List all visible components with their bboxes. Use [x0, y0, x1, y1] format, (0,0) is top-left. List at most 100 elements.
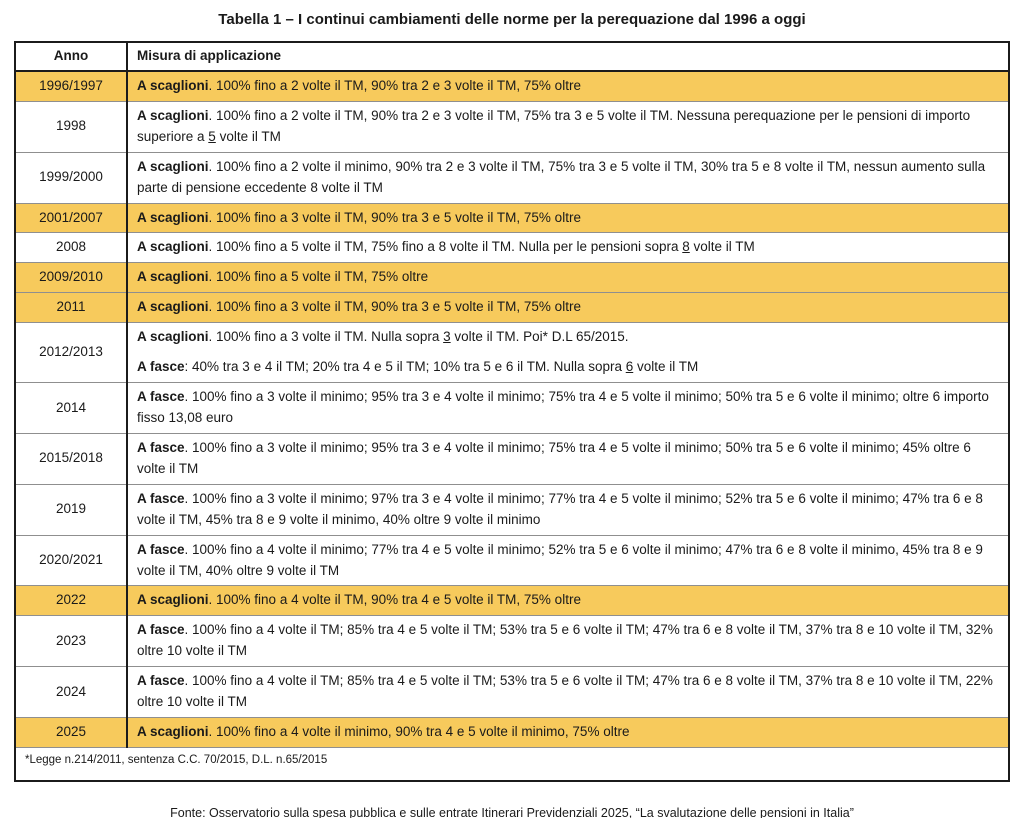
underlined-value: 5	[208, 128, 216, 144]
measure-type-label: A fasce	[137, 439, 185, 455]
measure-text: . 100% fino a 3 volte il TM, 90% tra 3 e…	[208, 299, 581, 315]
measure-type-label: A fasce	[137, 490, 185, 506]
underlined-value: 8	[682, 239, 690, 255]
measure-cell: A scaglioni. 100% fino a 3 volte il TM, …	[127, 202, 1009, 234]
measure-cell: A fasce. 100% fino a 4 volte il TM; 85% …	[127, 615, 1009, 668]
underlined-value: 3	[443, 329, 451, 345]
measure-text: . 100% fino a 3 volte il minimo; 95% tra…	[137, 439, 971, 476]
measure-paragraph: A fasce. 100% fino a 3 volte il minimo; …	[137, 489, 999, 531]
year-cell: 2014	[15, 382, 128, 434]
measure-type-label: A scaglioni	[137, 77, 209, 93]
measure-type-label: A scaglioni	[137, 107, 209, 123]
measure-paragraph: A scaglioni. 100% fino a 4 volte il mini…	[137, 722, 999, 743]
measure-type-label: A fasce	[137, 673, 185, 689]
table-row: 2023 A fasce. 100% fino a 4 volte il TM; …	[15, 615, 1009, 668]
measure-type-label: A scaglioni	[137, 724, 209, 740]
year-cell: 2020/2021	[15, 534, 128, 587]
footnote-row: *Legge n.214/2011, sentenza C.C. 70/2015…	[15, 746, 1009, 782]
measure-type-label: A scaglioni	[137, 209, 209, 225]
year-cell: 2009/2010	[15, 262, 128, 294]
measure-text: . 100% fino a 3 volte il minimo; 97% tra…	[137, 490, 983, 527]
measure-type-label: A scaglioni	[137, 239, 209, 255]
measure-cell: A fasce. 100% fino a 3 volte il minimo; …	[127, 382, 1009, 434]
measure-type-label: A fasce	[137, 541, 185, 557]
year-cell: 2001/2007	[15, 202, 128, 234]
measure-paragraph: A fasce. 100% fino a 3 volte il minimo; …	[137, 438, 999, 480]
measure-cell: A fasce. 100% fino a 4 volte il TM; 85% …	[127, 666, 1009, 719]
measure-cell: A scaglioni. 100% fino a 5 volte il TM, …	[127, 232, 1009, 264]
year-cell: 2011	[15, 292, 128, 324]
measure-type-label: A fasce	[137, 359, 185, 375]
year-cell: 2023	[15, 615, 128, 668]
measure-type-label: A scaglioni	[137, 592, 209, 608]
table-row: 2019 A fasce. 100% fino a 3 volte il mini…	[15, 483, 1009, 536]
table-row: 2024 A fasce. 100% fino a 4 volte il TM; …	[15, 666, 1009, 719]
measure-paragraph: A scaglioni. 100% fino a 2 volte il mini…	[137, 157, 999, 199]
table-row: 2022 A scaglioni. 100% fino a 4 volte il …	[15, 585, 1009, 617]
measure-text: . 100% fino a 2 volte il TM, 90% tra 2 e…	[137, 107, 971, 144]
table-row: 2020/2021 A fasce. 100% fino a 4 volte il…	[15, 534, 1009, 587]
table-row: 2015/2018 A fasce. 100% fino a 3 volte il…	[15, 432, 1009, 485]
year-cell: 2024	[15, 666, 128, 719]
measure-type-label: A fasce	[137, 622, 185, 638]
perequazione-table: Anno Misura di applicazione 1996/1997 A s…	[14, 41, 1010, 783]
year-cell: 2025	[15, 717, 128, 748]
footnote-text: *Legge n.214/2011, sentenza C.C. 70/2015…	[15, 746, 1009, 782]
measure-text: . 100% fino a 4 volte il TM; 85% tra 4 e…	[137, 622, 993, 659]
year-cell: 2022	[15, 585, 128, 617]
measure-paragraph: A scaglioni. 100% fino a 5 volte il TM, …	[137, 237, 999, 258]
measure-paragraph: A scaglioni. 100% fino a 2 volte il TM, …	[137, 106, 999, 148]
measure-cell: A fasce. 100% fino a 3 volte il minimo; …	[127, 432, 1009, 485]
measure-paragraph: A scaglioni. 100% fino a 5 volte il TM, …	[137, 267, 999, 288]
measure-text: . 100% fino a 4 volte il TM; 85% tra 4 e…	[137, 673, 993, 710]
measure-cell: A scaglioni. 100% fino a 4 volte il mini…	[127, 717, 1009, 748]
year-cell: 2019	[15, 483, 128, 536]
table-row: 1998 A scaglioni. 100% fino a 2 volte il …	[15, 100, 1009, 153]
measure-paragraph: A scaglioni. 100% fino a 3 volte il TM, …	[137, 208, 999, 229]
measure-paragraph: A fasce. 100% fino a 4 volte il TM; 85% …	[137, 671, 999, 713]
measure-text: volte il TM	[215, 128, 281, 144]
table-row: 2008 A scaglioni. 100% fino a 5 volte il …	[15, 232, 1009, 264]
table-row: 2009/2010 A scaglioni. 100% fino a 5 volt…	[15, 262, 1009, 294]
source-caption: Fonte: Osservatorio sulla spesa pubblica…	[170, 806, 854, 818]
measure-text: . 100% fino a 5 volte il TM, 75% oltre	[208, 269, 429, 285]
underlined-value: 6	[625, 359, 634, 375]
measure-cell: A scaglioni. 100% fino a 4 volte il TM, …	[127, 585, 1009, 617]
measure-cell: A fasce. 100% fino a 3 volte il minimo; …	[127, 483, 1009, 536]
table-row: 1999/2000 A scaglioni. 100% fino a 2 volt…	[15, 151, 1009, 204]
year-cell: 1999/2000	[15, 151, 128, 204]
measure-paragraph: A scaglioni. 100% fino a 3 volte il TM, …	[137, 297, 999, 318]
year-cell: 1998	[15, 100, 128, 153]
table-row: 2025 A scaglioni. 100% fino a 4 volte il …	[15, 717, 1009, 748]
measure-text: . 100% fino a 4 volte il TM, 90% tra 4 e…	[208, 592, 581, 608]
measure-text: . 100% fino a 3 volte il TM. Nulla sopra	[208, 329, 444, 345]
table-row: 2014 A fasce. 100% fino a 3 volte il mini…	[15, 382, 1009, 434]
measure-paragraph: A fasce. 100% fino a 3 volte il minimo; …	[137, 387, 999, 429]
measure-text: . 100% fino a 2 volte il minimo, 90% tra…	[137, 158, 986, 195]
year-cell: 2015/2018	[15, 432, 128, 485]
measure-cell: A scaglioni. 100% fino a 2 volte il TM, …	[127, 100, 1009, 153]
column-header-anno: Anno	[15, 41, 128, 72]
measure-cell: A scaglioni. 100% fino a 2 volte il mini…	[127, 151, 1009, 204]
measure-text: : 40% tra 3 e 4 il TM; 20% tra 4 e 5 il …	[184, 359, 626, 375]
measure-paragraph: A scaglioni. 100% fino a 2 volte il TM, …	[137, 76, 999, 97]
measure-cell: A scaglioni. 100% fino a 3 volte il TM. …	[127, 322, 1009, 384]
measure-text: volte il TM. Poi* D.L 65/2015.	[450, 329, 629, 345]
measure-cell: A scaglioni. 100% fino a 2 volte il TM, …	[127, 70, 1009, 102]
header-row: Anno Misura di applicazione	[15, 41, 1009, 72]
measure-paragraph: A fasce. 100% fino a 4 volte il minimo; …	[137, 540, 999, 582]
measure-text: . 100% fino a 3 volte il minimo; 95% tra…	[137, 389, 989, 425]
measure-type-label: A scaglioni	[137, 158, 209, 174]
table-body: 1996/1997 A scaglioni. 100% fino a 2 volt…	[15, 70, 1009, 748]
measure-type-label: A scaglioni	[137, 329, 209, 345]
column-header-misura: Misura di applicazione	[127, 41, 1009, 72]
measure-text: volte il TM	[633, 359, 699, 375]
year-cell: 2008	[15, 232, 128, 264]
year-cell: 2012/2013	[15, 322, 128, 384]
table-row: 1996/1997 A scaglioni. 100% fino a 2 volt…	[15, 70, 1009, 102]
table-row: 2012/2013 A scaglioni. 100% fino a 3 volt…	[15, 322, 1009, 384]
measure-text: . 100% fino a 3 volte il TM, 90% tra 3 e…	[208, 209, 581, 225]
measure-paragraph: A fasce. 100% fino a 4 volte il TM; 85% …	[137, 620, 999, 662]
measure-cell: A scaglioni. 100% fino a 3 volte il TM, …	[127, 292, 1009, 324]
